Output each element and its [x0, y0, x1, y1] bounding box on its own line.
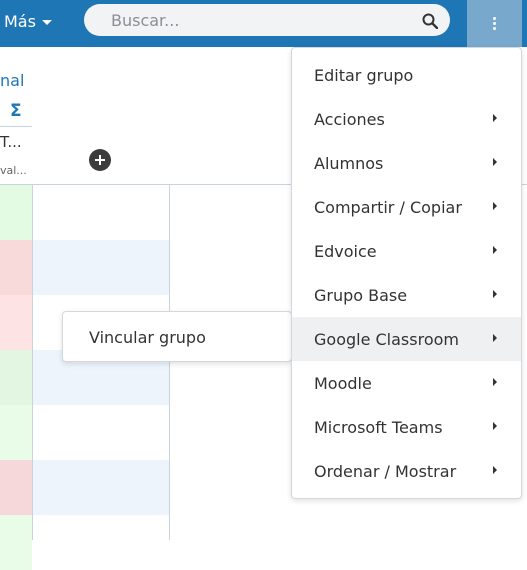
menu-item-label: Microsoft Teams — [314, 417, 443, 437]
column-divider — [32, 185, 33, 540]
menu-item-label: Acciones — [314, 109, 385, 129]
status-cell[interactable] — [0, 405, 32, 460]
search-box — [84, 4, 450, 36]
caret-right-icon — [493, 246, 497, 254]
plus-circle-icon — [95, 155, 105, 165]
menu-item-edit-group[interactable]: Editar grupo — [292, 53, 521, 97]
menu-item-google-classroom[interactable]: Google Classroom — [292, 317, 521, 361]
column-header-label[interactable]: T... — [0, 133, 22, 151]
grade-cell[interactable] — [33, 185, 169, 240]
status-cell[interactable] — [0, 515, 32, 570]
add-column-button[interactable] — [89, 149, 111, 171]
menu-item-label: Editar grupo — [314, 65, 414, 85]
search-input[interactable] — [84, 4, 404, 36]
menu-item-label: Ordenar / Mostrar — [314, 461, 457, 481]
status-cell[interactable] — [0, 460, 32, 515]
google-classroom-submenu: Vincular grupo — [62, 311, 292, 362]
caret-right-icon — [493, 422, 497, 430]
table-row — [0, 350, 527, 405]
table-row — [0, 240, 527, 295]
caret-right-icon — [493, 378, 497, 386]
table-header-divider — [0, 184, 527, 185]
caret-down-icon — [41, 19, 52, 25]
table-row — [0, 460, 527, 515]
caret-right-icon — [493, 466, 497, 474]
menu-item-share-copy[interactable]: Compartir / Copiar — [292, 185, 521, 229]
options-dropdown-menu: Editar grupo Acciones Alumnos Compartir … — [291, 47, 522, 499]
grade-cell[interactable] — [33, 460, 169, 515]
caret-right-icon — [493, 202, 497, 210]
more-menu-label: Más — [4, 11, 36, 31]
caret-right-icon — [493, 334, 497, 342]
table-row — [0, 295, 527, 350]
table-row — [0, 405, 527, 460]
menu-item-moodle[interactable]: Moodle — [292, 361, 521, 405]
menu-item-edvoice[interactable]: Edvoice — [292, 229, 521, 273]
submenu-item-label: Vincular grupo — [89, 327, 206, 347]
menu-item-sort-show[interactable]: Ordenar / Mostrar — [292, 449, 521, 493]
kebab-vertical-icon — [493, 17, 496, 30]
search-icon[interactable] — [422, 13, 438, 29]
menu-item-students[interactable]: Alumnos — [292, 141, 521, 185]
divider — [0, 126, 32, 127]
column-header-sublabel: val... — [0, 164, 27, 177]
caret-right-icon — [493, 158, 497, 166]
status-cell[interactable] — [0, 295, 32, 350]
table-row — [0, 185, 527, 240]
grade-cell[interactable] — [33, 515, 169, 570]
menu-item-actions[interactable]: Acciones — [292, 97, 521, 141]
sigma-icon[interactable]: Σ — [10, 101, 22, 121]
table-row — [0, 515, 527, 570]
menu-item-base-group[interactable]: Grupo Base — [292, 273, 521, 317]
menu-item-label: Edvoice — [314, 241, 377, 261]
menu-item-label: Compartir / Copiar — [314, 197, 462, 217]
menu-item-label: Alumnos — [314, 153, 384, 173]
menu-item-label: Grupo Base — [314, 285, 408, 305]
menu-item-label: Moodle — [314, 373, 372, 393]
more-menu-button[interactable]: Más — [4, 9, 52, 33]
grade-cell[interactable] — [33, 240, 169, 295]
group-label[interactable]: nal — [0, 71, 25, 90]
options-menu-button[interactable] — [467, 0, 522, 47]
menu-item-label: Google Classroom — [314, 329, 459, 349]
submenu-item-link-group[interactable]: Vincular grupo — [63, 315, 291, 359]
menu-item-microsoft-teams[interactable]: Microsoft Teams — [292, 405, 521, 449]
caret-right-icon — [493, 114, 497, 122]
status-cell[interactable] — [0, 240, 32, 295]
top-bar: Más — [0, 0, 527, 47]
grade-cell[interactable] — [33, 405, 169, 460]
status-cell[interactable] — [0, 185, 32, 240]
status-cell[interactable] — [0, 350, 32, 405]
caret-right-icon — [493, 290, 497, 298]
column-divider — [169, 185, 170, 540]
